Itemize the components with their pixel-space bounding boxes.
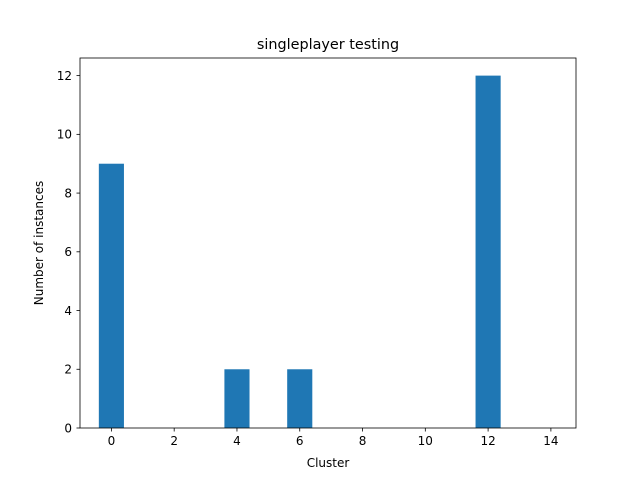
bars bbox=[98, 75, 501, 428]
bar-cluster-0 bbox=[98, 163, 124, 428]
y-tick-label: 12 bbox=[57, 69, 72, 83]
bar-cluster-6 bbox=[287, 369, 313, 428]
x-tick-label: 10 bbox=[418, 434, 433, 448]
y-tick-label: 8 bbox=[64, 186, 72, 200]
x-tick-label: 2 bbox=[170, 434, 178, 448]
y-tick-label: 2 bbox=[64, 363, 72, 377]
x-axis: 0 2 4 6 8 10 12 14 bbox=[108, 428, 559, 448]
x-tick-label: 14 bbox=[543, 434, 558, 448]
y-tick-label: 6 bbox=[64, 245, 72, 259]
bar-cluster-4 bbox=[224, 369, 250, 428]
bar-cluster-12 bbox=[475, 75, 501, 428]
x-tick-label: 6 bbox=[296, 434, 304, 448]
x-tick-label: 4 bbox=[233, 434, 241, 448]
y-axis-label: Number of instances bbox=[32, 181, 46, 306]
y-tick-label: 10 bbox=[57, 128, 72, 142]
x-axis-label: Cluster bbox=[307, 456, 350, 470]
x-tick-label: 8 bbox=[359, 434, 367, 448]
x-tick-label: 0 bbox=[108, 434, 116, 448]
y-axis: 0 2 4 6 8 10 12 bbox=[57, 69, 80, 435]
plot-frame bbox=[79, 57, 577, 429]
chart-title: singleplayer testing bbox=[257, 37, 399, 53]
x-tick-label: 12 bbox=[480, 434, 495, 448]
y-tick-label: 0 bbox=[64, 421, 72, 435]
y-tick-label: 4 bbox=[64, 304, 72, 318]
